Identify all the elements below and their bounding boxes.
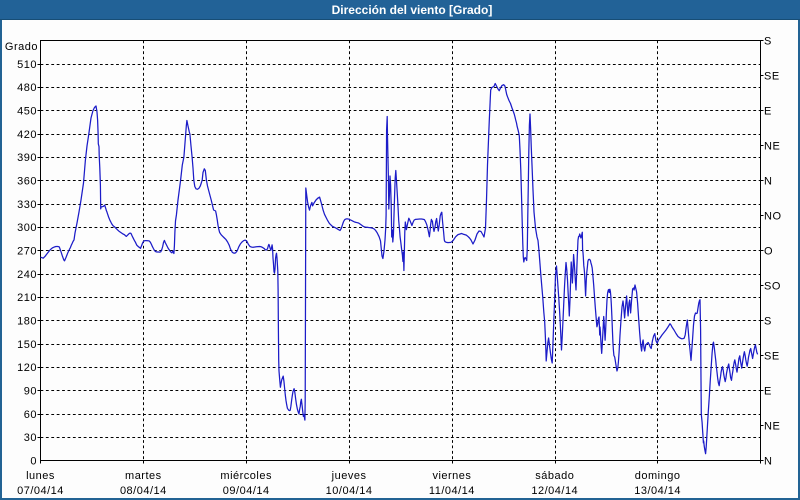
svg-text:30: 30 — [24, 432, 37, 444]
svg-text:13/04/14: 13/04/14 — [634, 485, 681, 497]
svg-text:90: 90 — [24, 386, 37, 398]
svg-text:SE: SE — [764, 351, 780, 363]
svg-text:sábado: sábado — [535, 470, 574, 482]
svg-text:domingo: domingo — [635, 470, 681, 482]
svg-text:NE: NE — [764, 421, 780, 433]
svg-text:150: 150 — [17, 339, 37, 351]
svg-text:480: 480 — [17, 82, 37, 94]
svg-text:450: 450 — [17, 106, 37, 118]
svg-text:miércoles: miércoles — [220, 470, 272, 482]
svg-text:N: N — [764, 456, 772, 468]
svg-text:E: E — [764, 386, 772, 398]
svg-text:07/04/14: 07/04/14 — [17, 485, 64, 497]
svg-text:240: 240 — [17, 269, 37, 281]
svg-text:O: O — [764, 246, 773, 258]
svg-text:SO: SO — [764, 281, 781, 293]
svg-text:viernes: viernes — [432, 470, 471, 482]
svg-text:Grado: Grado — [5, 41, 38, 53]
svg-text:12/04/14: 12/04/14 — [531, 485, 578, 497]
svg-text:210: 210 — [17, 292, 37, 304]
svg-text:270: 270 — [17, 246, 37, 258]
svg-text:360: 360 — [17, 176, 37, 188]
svg-text:S: S — [764, 36, 772, 48]
svg-text:0: 0 — [30, 456, 37, 468]
svg-text:lunes: lunes — [26, 470, 55, 482]
svg-text:N: N — [764, 176, 772, 188]
svg-text:180: 180 — [17, 316, 37, 328]
svg-text:S: S — [764, 316, 772, 328]
svg-text:11/04/14: 11/04/14 — [429, 485, 475, 497]
svg-text:120: 120 — [17, 362, 37, 374]
svg-text:NO: NO — [764, 211, 782, 223]
svg-text:10/04/14: 10/04/14 — [326, 485, 373, 497]
svg-text:E: E — [764, 106, 772, 118]
svg-text:60: 60 — [24, 409, 37, 421]
svg-text:300: 300 — [17, 222, 37, 234]
svg-text:420: 420 — [17, 129, 37, 141]
svg-text:09/04/14: 09/04/14 — [223, 485, 270, 497]
svg-text:510: 510 — [17, 59, 37, 71]
svg-text:330: 330 — [17, 199, 37, 211]
svg-text:SE: SE — [764, 71, 780, 83]
svg-text:NE: NE — [764, 141, 780, 153]
svg-text:08/04/14: 08/04/14 — [120, 485, 167, 497]
svg-text:martes: martes — [125, 470, 162, 482]
svg-text:jueves: jueves — [331, 470, 367, 482]
svg-text:390: 390 — [17, 152, 37, 164]
